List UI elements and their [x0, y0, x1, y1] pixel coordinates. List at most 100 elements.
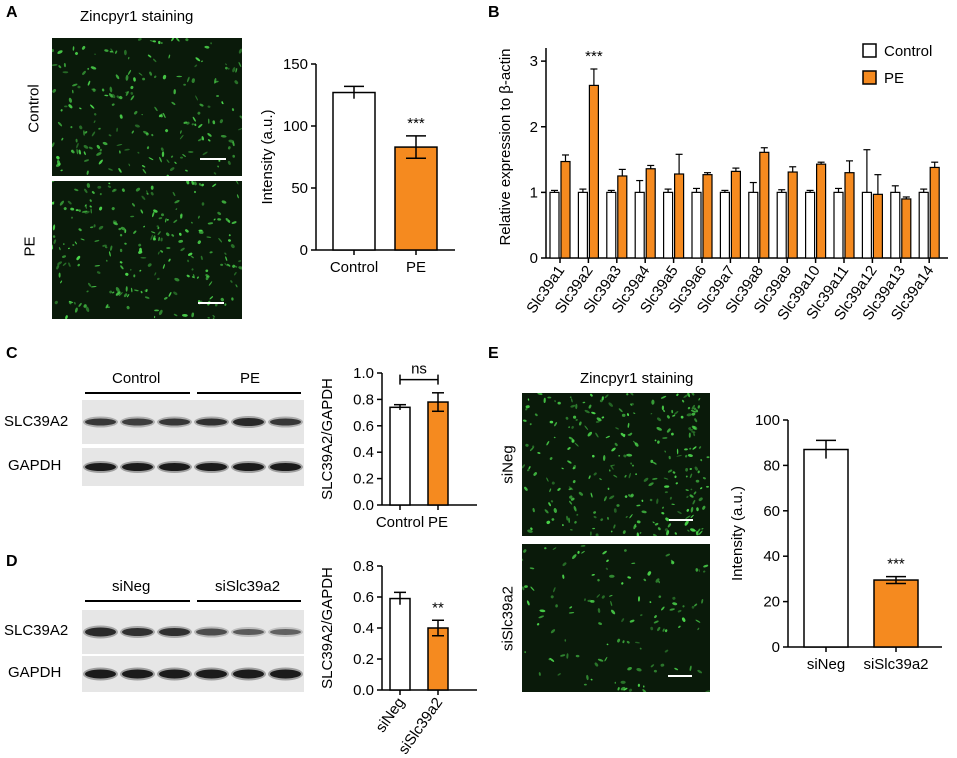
significance-marker: *** [407, 115, 425, 132]
stained-cell [529, 423, 532, 426]
stained-cell [657, 626, 661, 632]
panel-d-blot-label-slc39a2: SLC39A2 [4, 622, 69, 639]
significance-marker: ** [432, 599, 444, 616]
stained-cell [662, 628, 665, 632]
stained-cell [686, 413, 692, 417]
stained-cell [639, 531, 642, 534]
micrograph-control [52, 38, 242, 176]
stained-cell [565, 416, 569, 420]
stained-cell [671, 409, 674, 414]
stained-cell [674, 667, 679, 671]
stained-cell [591, 574, 595, 576]
stained-cell [525, 407, 528, 411]
stained-cell [198, 123, 203, 128]
blot-band [270, 418, 301, 426]
stained-cell [99, 148, 102, 152]
stained-cell [653, 620, 659, 624]
stained-cell [130, 91, 134, 95]
stained-cell [52, 244, 54, 250]
bar-pe [427, 401, 449, 506]
stained-cell [553, 507, 557, 514]
stained-cell [84, 131, 88, 134]
stained-cell [63, 207, 67, 211]
stained-cell [606, 559, 609, 562]
stained-cell [592, 527, 596, 530]
stained-cell [593, 511, 597, 514]
bar-sislc39a2 [873, 579, 919, 648]
stained-cell [109, 50, 113, 53]
stained-cell [691, 605, 695, 609]
stained-cell [609, 574, 615, 578]
stained-cell [140, 290, 143, 294]
stained-cell [537, 393, 543, 396]
stained-cell [165, 232, 170, 237]
stained-cell [698, 497, 703, 502]
stained-cell [52, 235, 56, 238]
stained-cell [191, 78, 195, 83]
y-tick-label: 150 [283, 56, 308, 73]
stained-cell [706, 485, 709, 488]
stained-cell [633, 523, 637, 530]
group-underline [197, 600, 301, 602]
stained-cell [672, 414, 676, 417]
stained-cell [224, 252, 227, 255]
stained-cell [643, 578, 647, 582]
stained-cell [213, 218, 216, 221]
stained-cell [206, 236, 212, 238]
panel-label-e: E [488, 345, 499, 362]
stained-cell [676, 393, 679, 397]
stained-cell [228, 239, 231, 242]
y-tick-label: 20 [763, 594, 780, 611]
stained-cell [674, 532, 677, 535]
group-underline [197, 392, 301, 394]
stained-cell [691, 393, 695, 396]
stained-cell [705, 690, 710, 692]
stained-cell [577, 550, 580, 554]
y-tick-label: 0.8 [353, 391, 374, 408]
stained-cell [180, 247, 185, 252]
stained-cell [596, 417, 602, 422]
stained-cell [622, 530, 626, 534]
micrograph-sislc39a2 [522, 544, 710, 692]
stained-cell [57, 261, 63, 265]
stained-cell [71, 216, 73, 219]
stained-cell [98, 159, 103, 165]
stained-cell [525, 405, 530, 409]
stained-cell [562, 574, 565, 579]
stained-cell [625, 515, 628, 518]
stained-cell [590, 393, 593, 397]
stained-cell [697, 669, 703, 674]
blot-band [233, 418, 264, 426]
stained-cell [53, 239, 57, 244]
stained-cell [570, 404, 576, 408]
stained-cell [666, 530, 670, 536]
stained-cell [672, 596, 676, 600]
stained-cell [234, 80, 239, 85]
bar-control [691, 191, 702, 259]
stained-cell [190, 255, 194, 259]
stained-cell [626, 640, 630, 644]
stained-cell [74, 188, 79, 192]
stained-cell [228, 234, 231, 237]
stained-cell [162, 112, 166, 119]
y-tick-label: 2 [530, 119, 538, 136]
stained-cell [548, 502, 551, 507]
stained-cell [624, 495, 628, 498]
stained-cell [650, 626, 654, 631]
stained-cell [89, 205, 92, 208]
stained-cell [162, 74, 167, 80]
stained-cell [593, 515, 597, 519]
bar-pe [730, 170, 741, 259]
stained-cell [235, 181, 239, 185]
stained-cell [56, 264, 60, 270]
stained-cell [696, 528, 701, 534]
micrograph-pe [52, 181, 242, 319]
panel-a-row-label-control: Control [25, 84, 43, 133]
stained-cell [152, 40, 156, 43]
stained-cell [661, 405, 665, 411]
stained-cell [115, 287, 120, 293]
stained-cell [160, 42, 163, 44]
stained-cell [183, 83, 186, 86]
stained-cell [570, 398, 573, 403]
stained-cell [610, 530, 613, 533]
